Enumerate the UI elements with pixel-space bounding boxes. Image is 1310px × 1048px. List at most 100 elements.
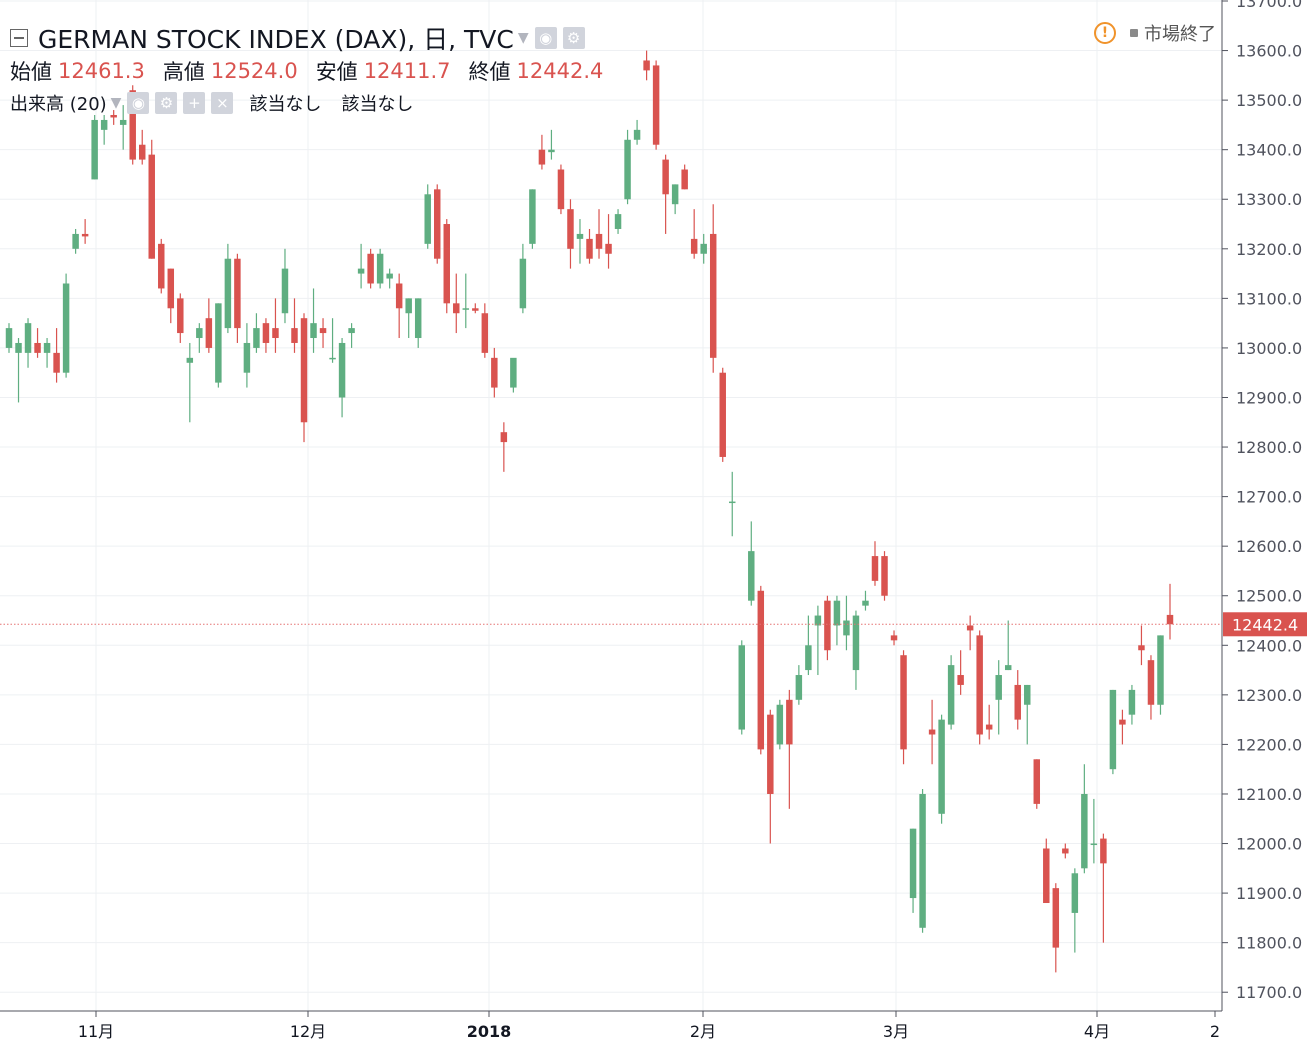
- candle[interactable]: [243, 323, 251, 388]
- candle[interactable]: [1052, 883, 1060, 973]
- candle[interactable]: [719, 367, 726, 462]
- candle[interactable]: [34, 328, 41, 358]
- candle[interactable]: [167, 268, 175, 324]
- candle[interactable]: [395, 273, 403, 339]
- candle[interactable]: [434, 184, 441, 264]
- candle[interactable]: [72, 228, 79, 254]
- candle[interactable]: [795, 665, 803, 705]
- candle[interactable]: [15, 338, 22, 403]
- candle[interactable]: [491, 347, 498, 398]
- candle[interactable]: [624, 129, 631, 205]
- candle[interactable]: [186, 342, 194, 423]
- candle[interactable]: [729, 471, 736, 537]
- candle[interactable]: [843, 595, 850, 651]
- candle[interactable]: [871, 541, 879, 586]
- candle[interactable]: [586, 228, 593, 264]
- candle[interactable]: [1147, 655, 1155, 720]
- candle[interactable]: [1071, 868, 1079, 953]
- candle[interactable]: [1166, 583, 1174, 640]
- candle[interactable]: [1128, 684, 1136, 725]
- gear-icon[interactable]: ⚙: [155, 92, 178, 114]
- candle[interactable]: [262, 318, 270, 353]
- candle[interactable]: [443, 219, 450, 314]
- candle[interactable]: [519, 243, 527, 314]
- warning-icon[interactable]: !: [1094, 22, 1116, 44]
- candle[interactable]: [91, 114, 98, 180]
- plus-icon[interactable]: +: [183, 92, 206, 114]
- candle[interactable]: [62, 273, 70, 378]
- candle[interactable]: [757, 585, 765, 755]
- candle[interactable]: [928, 699, 936, 765]
- candle[interactable]: [177, 293, 184, 343]
- eye-icon[interactable]: ◉: [127, 92, 150, 114]
- candle[interactable]: [833, 595, 841, 646]
- candle[interactable]: [1033, 759, 1041, 809]
- candle[interactable]: [595, 209, 603, 259]
- candle[interactable]: [1062, 843, 1069, 859]
- candle[interactable]: [5, 323, 13, 353]
- candle[interactable]: [158, 238, 165, 294]
- chevron-down-icon[interactable]: ▼: [110, 95, 122, 111]
- candle[interactable]: [81, 219, 89, 244]
- eye-icon[interactable]: ◉: [534, 27, 557, 49]
- candle[interactable]: [814, 605, 822, 676]
- candle[interactable]: [148, 139, 155, 259]
- candle[interactable]: [348, 323, 355, 348]
- candle[interactable]: [576, 219, 584, 264]
- candle[interactable]: [681, 164, 688, 190]
- candle[interactable]: [852, 610, 860, 690]
- candle[interactable]: [786, 689, 793, 809]
- candle[interactable]: [985, 704, 993, 740]
- candle[interactable]: [376, 248, 384, 289]
- candle[interactable]: [367, 248, 374, 289]
- candle[interactable]: [862, 590, 869, 611]
- candle[interactable]: [24, 318, 32, 368]
- candle[interactable]: [205, 298, 213, 353]
- candle[interactable]: [424, 184, 431, 249]
- candle[interactable]: [224, 243, 232, 334]
- candle[interactable]: [119, 105, 127, 150]
- candle[interactable]: [671, 184, 679, 215]
- candle[interactable]: [472, 303, 479, 314]
- candle[interactable]: [272, 298, 279, 353]
- candle[interactable]: [405, 298, 412, 339]
- candle[interactable]: [1081, 764, 1088, 874]
- candle[interactable]: [690, 209, 698, 259]
- candle[interactable]: [329, 318, 336, 363]
- candle[interactable]: [966, 615, 974, 651]
- candle[interactable]: [357, 243, 365, 289]
- candle[interactable]: [567, 199, 574, 269]
- candle[interactable]: [548, 129, 555, 160]
- candle[interactable]: [300, 313, 308, 443]
- candle[interactable]: [291, 298, 298, 353]
- candle[interactable]: [1100, 833, 1107, 943]
- collapse-icon[interactable]: [10, 29, 28, 47]
- candle[interactable]: [196, 323, 203, 353]
- candle[interactable]: [215, 303, 222, 388]
- candle[interactable]: [1024, 684, 1031, 745]
- candle[interactable]: [557, 164, 565, 215]
- candle[interactable]: [100, 114, 108, 145]
- candle[interactable]: [53, 328, 60, 383]
- candle[interactable]: [43, 338, 51, 368]
- candle[interactable]: [281, 248, 289, 324]
- candle[interactable]: [938, 714, 945, 824]
- candle[interactable]: [1090, 798, 1098, 864]
- candle[interactable]: [462, 273, 470, 329]
- candle[interactable]: [776, 699, 784, 750]
- volume-label[interactable]: 出来高 (20): [10, 94, 107, 115]
- candle[interactable]: [700, 233, 707, 264]
- candle[interactable]: [414, 298, 422, 348]
- candle[interactable]: [947, 655, 955, 730]
- symbol-title[interactable]: GERMAN STOCK INDEX (DAX), 日, TVC: [38, 25, 514, 54]
- candle[interactable]: [529, 189, 536, 249]
- candle[interactable]: [919, 789, 926, 933]
- candle[interactable]: [481, 303, 489, 358]
- candle[interactable]: [1138, 625, 1145, 666]
- candle[interactable]: [738, 640, 745, 735]
- candle[interactable]: [890, 630, 898, 646]
- candle[interactable]: [1014, 670, 1021, 730]
- candle[interactable]: [1004, 620, 1012, 671]
